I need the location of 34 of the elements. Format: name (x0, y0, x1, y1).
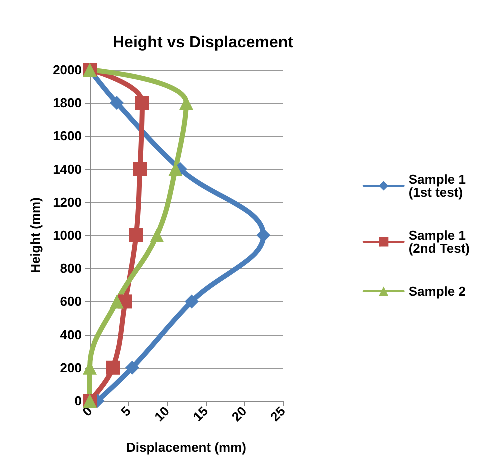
x-tick-label: 0 (80, 404, 96, 420)
y-tick-label: 1400 (53, 162, 82, 177)
point (180, 96, 194, 110)
legend-label: Sample 2 (408, 284, 466, 299)
x-axis-title: Displacement (mm) (126, 440, 246, 455)
y-tick-label: 1800 (53, 96, 82, 111)
x-tick-label: 25 (267, 404, 288, 425)
point (256, 228, 271, 242)
y-tick-label: 800 (60, 261, 82, 276)
x-tick-label: 15 (190, 404, 212, 425)
point (133, 162, 148, 176)
point (184, 294, 199, 309)
y-tick-label: 1600 (53, 128, 82, 144)
y-tick-label: 400 (60, 327, 82, 342)
y-tick-label: 1000 (53, 228, 82, 243)
y-tick-label: 600 (60, 294, 82, 310)
legend-label: Sample 1 (1st test) (408, 172, 466, 200)
point (135, 96, 150, 110)
y-tick-label: 1200 (53, 194, 82, 210)
chart-title: Height vs Displacement (113, 34, 294, 52)
y-axis-title: Height (mm) (28, 198, 43, 274)
y-tick-label: 200 (60, 360, 82, 376)
point (110, 96, 124, 110)
point (150, 228, 164, 242)
x-tick-label: 5 (118, 404, 134, 420)
x-tick-label: 10 (152, 404, 173, 425)
point (106, 360, 120, 375)
legend-label: Sample 1 (2nd Test) (408, 228, 470, 256)
y-tick-label: 0 (74, 394, 82, 408)
y-tick-label: 2000 (53, 62, 82, 78)
point (129, 228, 144, 242)
x-tick-label: 20 (228, 404, 250, 425)
point (110, 294, 124, 309)
point (125, 360, 140, 375)
